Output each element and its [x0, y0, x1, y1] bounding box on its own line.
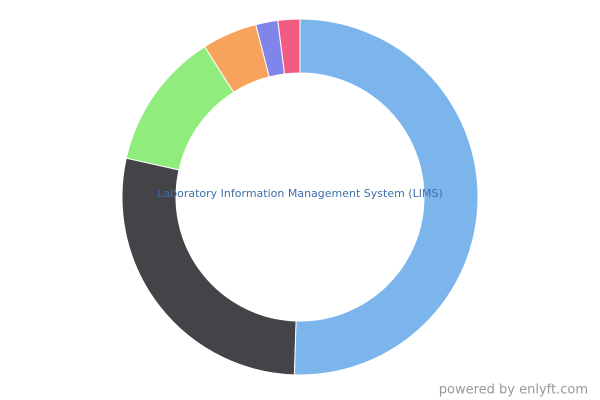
- donut-segment: [125, 46, 235, 171]
- center-label: Laboratory Information Management System…: [157, 187, 443, 200]
- donut-segment: [255, 19, 286, 78]
- donut-segment: [293, 18, 479, 376]
- donut-segment: [121, 157, 297, 376]
- footer: powered by enlyft.com: [439, 383, 588, 398]
- donut-segment: [203, 23, 270, 93]
